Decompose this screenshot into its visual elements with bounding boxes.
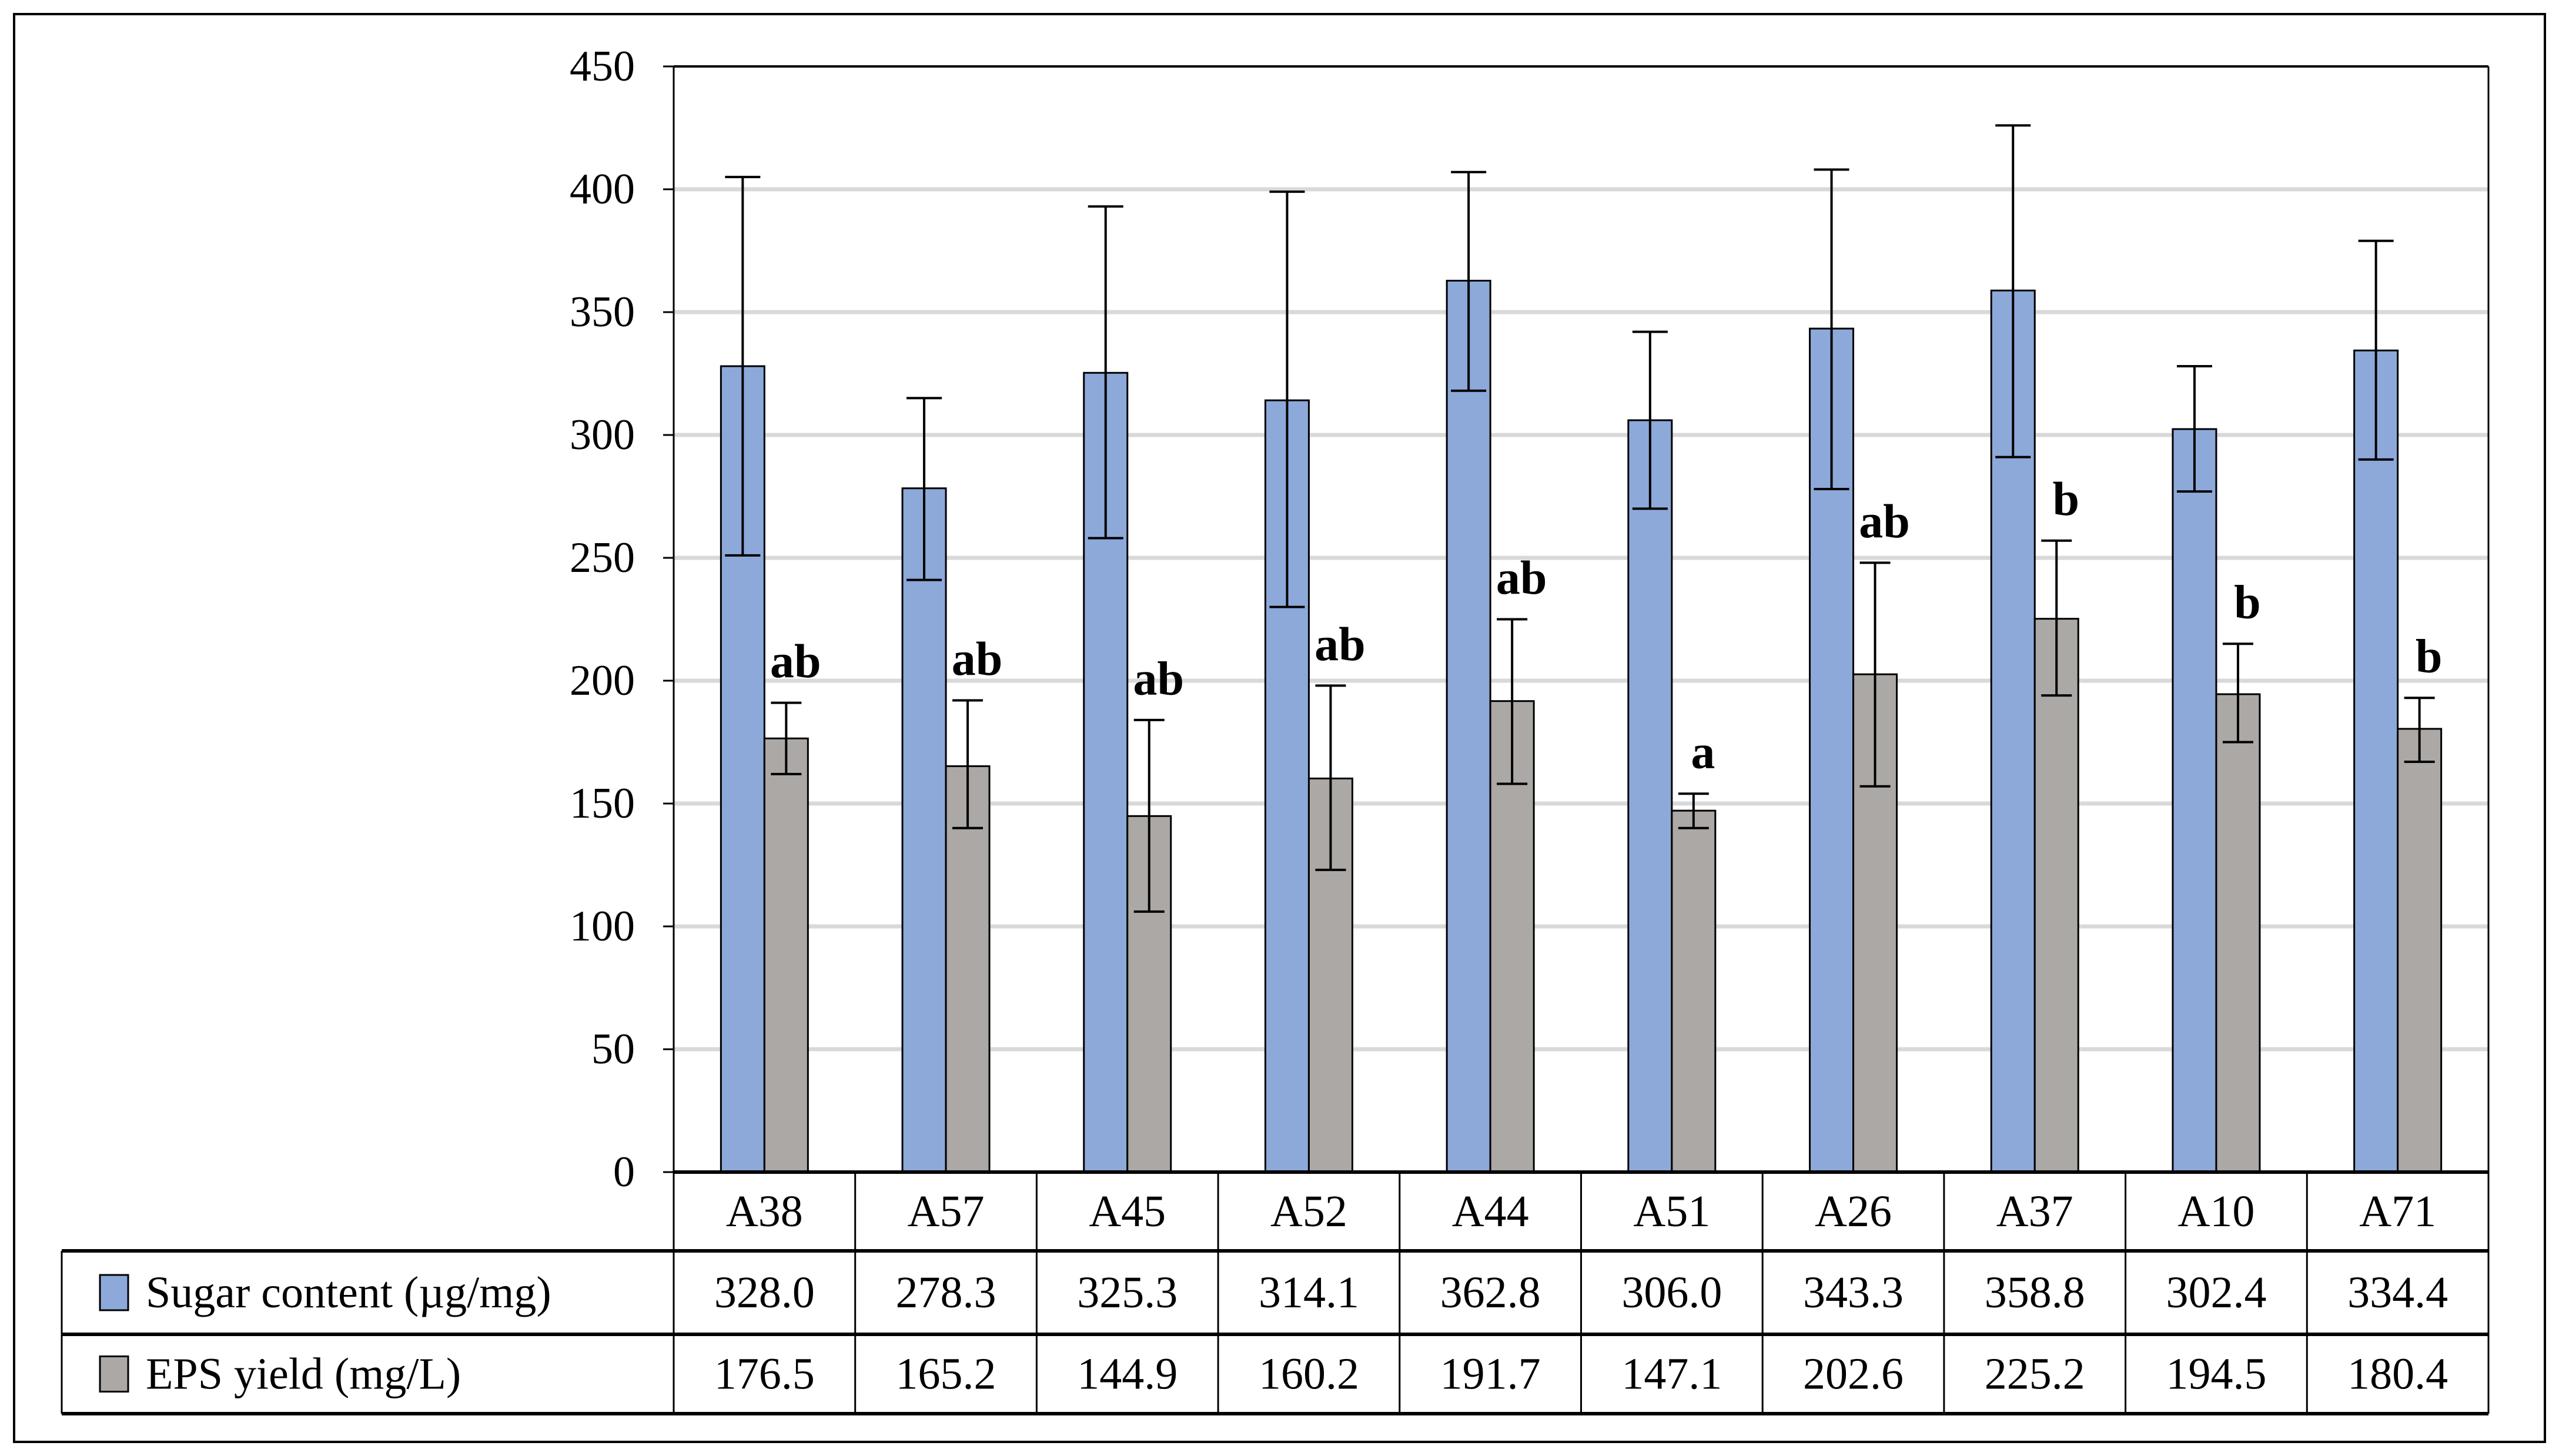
- table-cell-eps-A51: 147.1: [1621, 1350, 1722, 1399]
- table-header-A57: A57: [908, 1187, 985, 1236]
- y-tick-label-300: 300: [570, 411, 635, 459]
- table-header-A10: A10: [2178, 1187, 2255, 1236]
- y-tick-label-450: 450: [570, 42, 635, 91]
- bar-sugar-A57: [901, 487, 947, 1173]
- table-header-A71: A71: [2359, 1187, 2436, 1236]
- legend-swatch-eps: [99, 1355, 129, 1393]
- significance-letter-A38: ab: [770, 634, 821, 688]
- legend-label-sugar: Sugar content (µg/mg): [146, 1268, 551, 1317]
- table-header-A44: A44: [1452, 1187, 1529, 1236]
- y-tick-label-0: 0: [613, 1148, 635, 1196]
- significance-letter-A44: ab: [1496, 551, 1547, 604]
- table-header-A45: A45: [1089, 1187, 1166, 1236]
- y-tick-label-100: 100: [570, 902, 635, 950]
- legend-swatch-sugar: [99, 1274, 129, 1311]
- significance-letter-A71: b: [2416, 630, 2443, 683]
- significance-letter-A45: ab: [1133, 651, 1184, 705]
- significance-letter-A57: ab: [952, 632, 1003, 685]
- bar-eps-A38: [763, 737, 809, 1173]
- table-cell-sugar-A38: 328.0: [714, 1268, 815, 1317]
- y-tick-label-200: 200: [570, 657, 635, 705]
- table-cell-eps-A44: 191.7: [1440, 1350, 1541, 1399]
- y-tick-label-400: 400: [570, 165, 635, 213]
- significance-letter-A37: b: [2052, 472, 2079, 526]
- table-cell-sugar-A44: 362.8: [1440, 1268, 1541, 1317]
- y-tick-label-50: 50: [591, 1025, 635, 1073]
- table-cell-sugar-A37: 358.8: [1985, 1268, 2085, 1317]
- table-cell-eps-A38: 176.5: [714, 1350, 815, 1399]
- figure-border: [13, 13, 2546, 1443]
- table-header-A51: A51: [1633, 1187, 1710, 1236]
- legend-label-eps: EPS yield (mg/L): [146, 1350, 461, 1399]
- table-cell-eps-A37: 225.2: [1985, 1350, 2085, 1399]
- table-cell-eps-A26: 202.6: [1803, 1350, 1904, 1399]
- significance-letter-A10: b: [2234, 575, 2261, 629]
- bar-sugar-A44: [1446, 279, 1491, 1173]
- bar-sugar-A51: [1627, 419, 1673, 1173]
- table-cell-sugar-A26: 343.3: [1803, 1268, 1904, 1317]
- table-header-A38: A38: [726, 1187, 803, 1236]
- table-header-A37: A37: [1996, 1187, 2073, 1236]
- table-cell-eps-A52: 160.2: [1259, 1350, 1359, 1399]
- bar-sugar-A10: [2172, 428, 2217, 1173]
- table-cell-sugar-A51: 306.0: [1621, 1268, 1722, 1317]
- bar-sugar-A71: [2353, 349, 2399, 1173]
- table-cell-sugar-A57: 278.3: [896, 1268, 996, 1317]
- bar-eps-A57: [945, 765, 991, 1173]
- table-header-A26: A26: [1815, 1187, 1892, 1236]
- table-cell-sugar-A10: 302.4: [2166, 1268, 2266, 1317]
- significance-letter-A26: ab: [1859, 494, 1910, 548]
- table-cell-eps-A71: 180.4: [2347, 1350, 2448, 1399]
- table-header-A52: A52: [1270, 1187, 1347, 1236]
- bar-eps-A37: [2033, 618, 2079, 1173]
- table-cell-sugar-A71: 334.4: [2347, 1268, 2448, 1317]
- bar-eps-A51: [1671, 809, 1717, 1173]
- y-tick-label-150: 150: [570, 779, 635, 828]
- bar-eps-A10: [2215, 693, 2261, 1173]
- bar-eps-A71: [2397, 728, 2443, 1173]
- y-tick-label-250: 250: [570, 534, 635, 582]
- significance-letter-A52: ab: [1314, 617, 1366, 671]
- table-cell-eps-A10: 194.5: [2166, 1350, 2266, 1399]
- table-cell-eps-A45: 144.9: [1077, 1350, 1178, 1399]
- y-tick-label-350: 350: [570, 288, 635, 336]
- significance-letter-A51: a: [1691, 725, 1715, 779]
- table-cell-sugar-A45: 325.3: [1077, 1268, 1178, 1317]
- table-cell-sugar-A52: 314.1: [1259, 1268, 1359, 1317]
- table-cell-eps-A57: 165.2: [896, 1350, 996, 1399]
